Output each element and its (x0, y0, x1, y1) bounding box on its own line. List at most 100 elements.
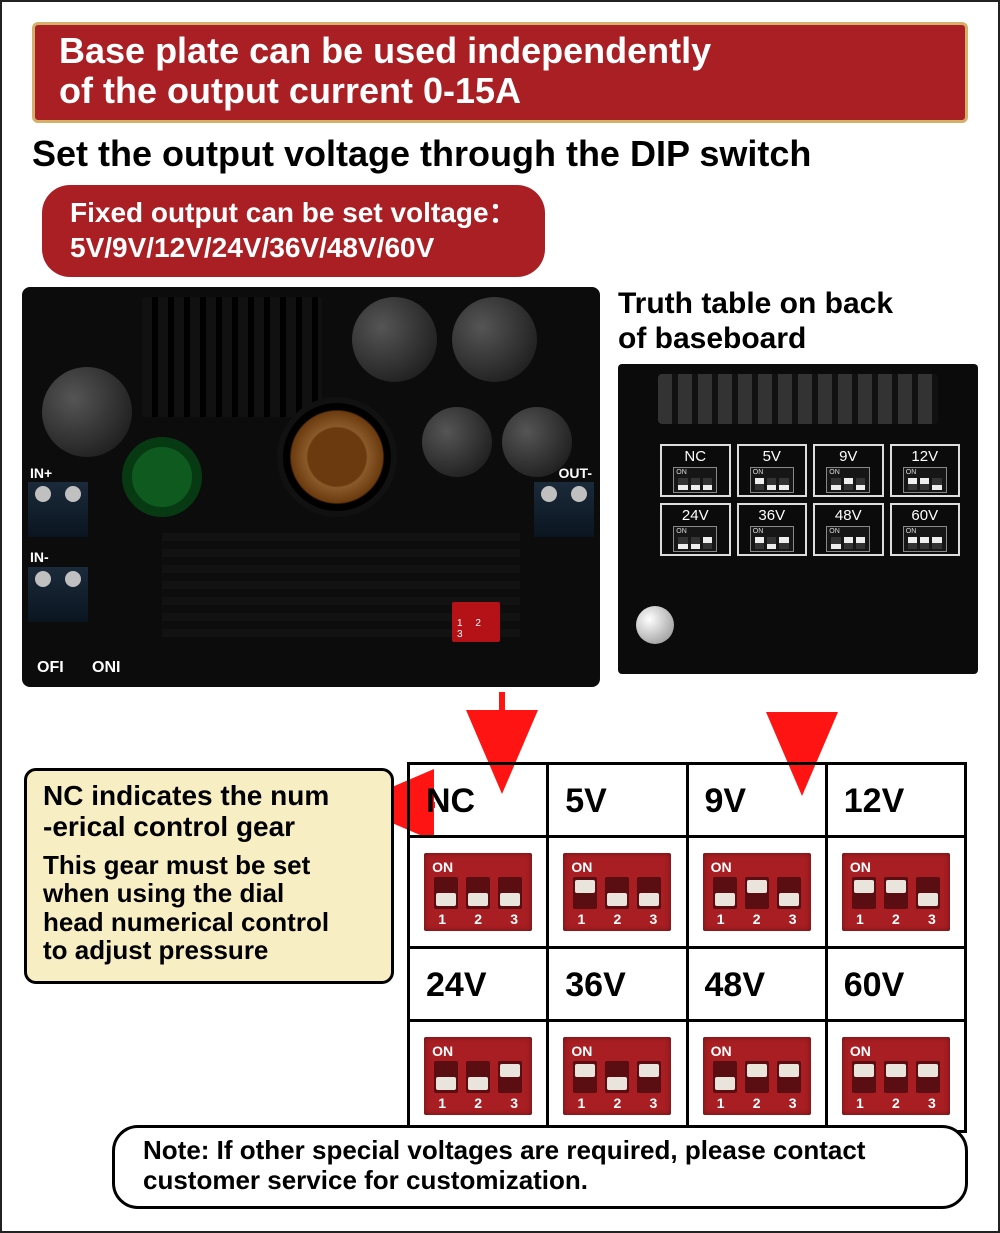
voltage-pill-line2: 5V/9V/12V/24V/36V/48V/60V (70, 230, 517, 265)
back-board-cell-label: 36V (758, 508, 785, 523)
truth-table-label: 60V (828, 949, 964, 1019)
back-board-cell-label: 5V (763, 449, 781, 464)
back-board-cell: 5VON (737, 444, 808, 497)
mini-dip-icon: ON (826, 467, 870, 493)
label-off: OFI (37, 659, 64, 677)
nc-callout-title-l2: -erical control gear (43, 811, 295, 842)
dip-slot (852, 1061, 876, 1093)
truth-table-dip-cell: ON123 (410, 838, 546, 946)
back-board-cell-label: 60V (911, 508, 938, 523)
footnote-line2: customer service for customization. (143, 1165, 588, 1195)
dip-switch-on-board-icon (452, 602, 500, 642)
dip-slot (852, 877, 876, 909)
nc-callout-box: NC indicates the num -erical control gea… (24, 768, 394, 984)
dip-numbers: 123 (424, 911, 532, 927)
dip-on-label: ON (571, 1043, 592, 1059)
terminal-in-plus (28, 482, 88, 537)
truth-table-caption: Truth table on back of baseboard (618, 287, 978, 356)
voltage-pill-line1: Fixed output can be set voltage： (70, 195, 517, 230)
dip-slot (573, 1061, 597, 1093)
truth-caption-l1: Truth table on back (618, 287, 893, 320)
dip-slot (884, 877, 908, 909)
headline-line1: Base plate can be used independently (59, 31, 941, 71)
back-board-cell-label: 9V (839, 449, 857, 464)
label-in-plus: IN+ (30, 465, 52, 481)
truth-table-label: 48V (689, 949, 825, 1019)
dip-slot (434, 877, 458, 909)
dip-on-label: ON (432, 1043, 453, 1059)
dip-switch-icon: ON 123 (703, 853, 811, 931)
dip-switch-icon: ON123 (563, 853, 671, 931)
dip-slot (498, 1061, 522, 1093)
dip-numbers: 123 (703, 1095, 811, 1111)
footnote-box: Note: If other special voltages are requ… (112, 1125, 968, 1209)
capacitor-icon (352, 297, 437, 382)
back-board-photo: NCON5VON9VON12VON24VON36VON48VON60VON (618, 364, 978, 674)
truth-table-dip-cell: ON123 (828, 1022, 964, 1130)
dip-slot (605, 1061, 629, 1093)
truth-table-label: 12V (828, 765, 964, 835)
dip-switch-icon: ON123 (424, 853, 532, 931)
mini-dip-icon: ON (903, 467, 947, 493)
back-board-cell: 24V ON (660, 503, 731, 556)
dip-slot (605, 877, 629, 909)
nc-callout-body-l1: This gear must be set (43, 850, 310, 880)
back-board-cell-label: 24V (682, 508, 709, 523)
capacitor-icon (42, 367, 132, 457)
dip-switch-icon: ON123 (563, 1037, 671, 1115)
dip-slot (745, 877, 769, 909)
dip-switch-icon: ON123 (842, 853, 950, 931)
dip-slot (637, 1061, 661, 1093)
mini-dip-icon: ON (750, 526, 794, 552)
nc-callout-title-l1: NC indicates the num (43, 780, 329, 811)
voltage-pill: Fixed output can be set voltage： 5V/9V/1… (42, 185, 545, 277)
dip-numbers: 123 (703, 911, 811, 927)
dip-slot (498, 877, 522, 909)
back-board-cell: 60V ON (890, 503, 961, 556)
truth-table: NC5V9V12VON123ON123ON123ON12324V36V48V60… (407, 762, 967, 1133)
dip-on-label: ON (850, 859, 871, 875)
back-board-cell-label: 48V (835, 508, 862, 523)
truth-table-label: 9V (689, 765, 825, 835)
capacitor-icon (452, 297, 537, 382)
dip-slot (466, 877, 490, 909)
dip-slot (916, 877, 940, 909)
dip-on-label: ON (850, 1043, 871, 1059)
back-board-truth-grid: NCON5VON9VON12VON24VON36VON48VON60VON (660, 444, 960, 556)
dip-on-label: ON (711, 1043, 732, 1059)
nc-callout-body-l3: head numerical control (43, 907, 329, 937)
infographic-root: Base plate can be used independently of … (0, 0, 1000, 1233)
heatsink-icon (142, 297, 322, 417)
truth-table-dip-cell: ON123 (410, 1022, 546, 1130)
terminal-in-minus (28, 567, 88, 622)
truth-table-label: NC (410, 765, 546, 835)
subhead-text: Set the output voltage through the DIP s… (32, 133, 968, 175)
label-out: OUT- (559, 465, 592, 481)
truth-table-dip-cell: ON123 (828, 838, 964, 946)
truth-table-dip-cell: ON 123 (689, 838, 825, 946)
inductor-icon (277, 397, 397, 517)
back-board-cell: 12VON (890, 444, 961, 497)
mini-dip-icon: ON (903, 526, 947, 552)
dip-on-label: ON (571, 859, 592, 875)
truth-table-label: 36V (549, 949, 685, 1019)
back-board-column: Truth table on back of baseboard NCON5VO… (618, 287, 978, 674)
dip-slot (466, 1061, 490, 1093)
dip-slot (777, 1061, 801, 1093)
capacitor-icon (422, 407, 492, 477)
back-board-cell-label: NC (684, 449, 706, 464)
truth-table-label: 5V (549, 765, 685, 835)
back-board-cell: 48V ON (813, 503, 884, 556)
truth-caption-l2: of baseboard (618, 322, 806, 355)
nc-callout-body-l2: when using the dial (43, 878, 284, 908)
connector-icon (658, 374, 938, 424)
mini-dip-icon: ON (673, 526, 717, 552)
screw-icon (636, 606, 674, 644)
dip-switch-icon: ON123 (424, 1037, 532, 1115)
mini-dip-icon: ON (826, 526, 870, 552)
label-in-minus: IN- (30, 549, 49, 565)
dip-slot (434, 1061, 458, 1093)
dip-slot (745, 1061, 769, 1093)
dip-on-label: ON (711, 859, 732, 875)
dip-switch-icon: ON 123 (703, 1037, 811, 1115)
